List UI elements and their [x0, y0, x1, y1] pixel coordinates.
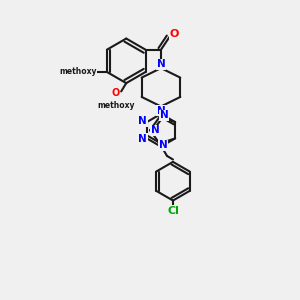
Text: Cl: Cl	[167, 206, 179, 216]
Text: N: N	[138, 116, 147, 127]
Text: N: N	[159, 140, 167, 150]
Text: N: N	[157, 106, 165, 116]
Text: N: N	[160, 110, 168, 120]
Text: O: O	[170, 29, 179, 39]
Text: O: O	[112, 88, 120, 98]
Text: O: O	[86, 67, 95, 77]
Text: N: N	[138, 134, 147, 144]
Text: methoxy: methoxy	[97, 101, 135, 110]
Text: methoxy: methoxy	[59, 68, 97, 76]
Text: N: N	[157, 59, 165, 69]
Text: N: N	[151, 125, 160, 135]
